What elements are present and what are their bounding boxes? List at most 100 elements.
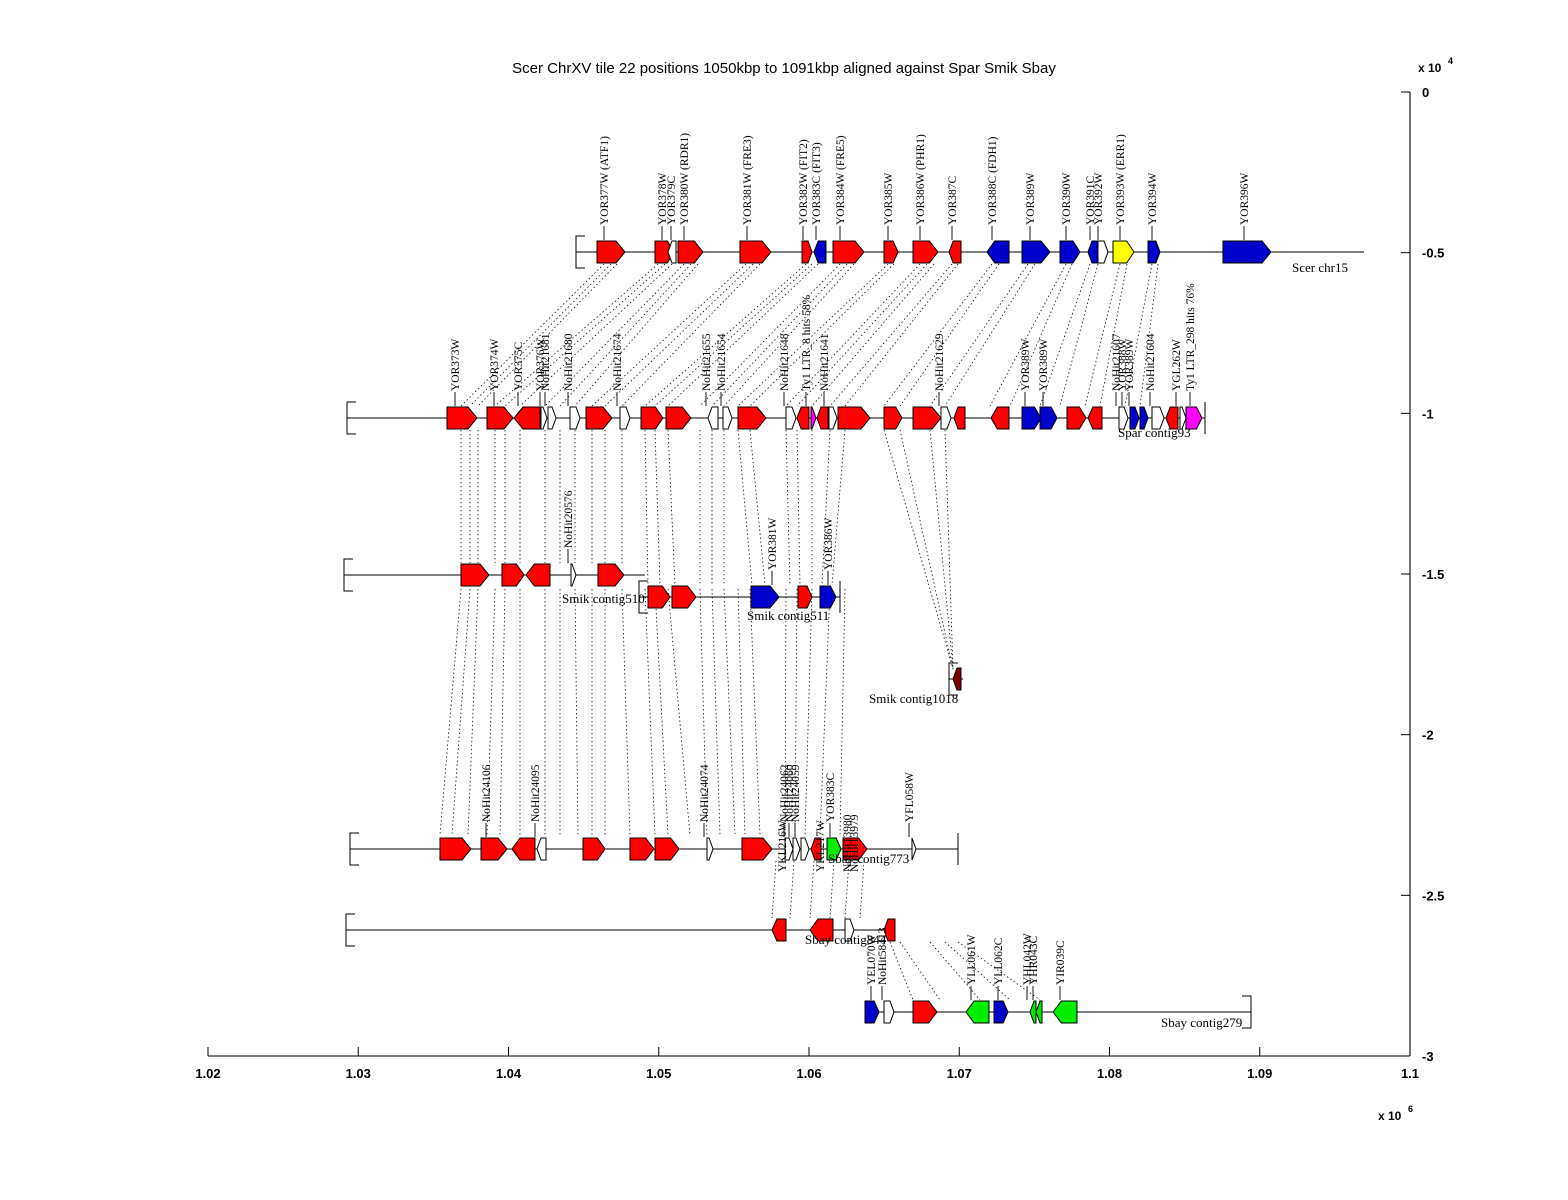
track-bracket-left [948, 662, 958, 696]
connector-line [883, 429, 954, 670]
gene-arrow[interactable] [570, 563, 577, 587]
gene-arrow[interactable] [460, 563, 490, 587]
gene-arrow[interactable] [796, 406, 810, 430]
gene-arrow[interactable] [1052, 1000, 1078, 1024]
gene-arrow[interactable] [1039, 406, 1058, 430]
gene-arrow[interactable] [582, 837, 606, 861]
gene-arrow[interactable] [707, 406, 719, 430]
gene-arrow[interactable] [785, 406, 797, 430]
gene-arrow[interactable] [1021, 406, 1042, 430]
gene-arrow[interactable] [953, 406, 966, 430]
gene-arrow[interactable] [1035, 1000, 1043, 1024]
gene-arrow[interactable] [1147, 240, 1161, 264]
gene-arrow[interactable] [912, 1000, 938, 1024]
gene-arrow[interactable] [665, 406, 692, 430]
gene-arrow[interactable] [828, 406, 838, 430]
gene-arrow[interactable] [819, 585, 837, 609]
gene-arrow[interactable] [722, 406, 733, 430]
gene-arrow[interactable] [667, 240, 677, 264]
gene-arrow[interactable] [842, 837, 868, 861]
gene-arrow[interactable] [739, 240, 772, 264]
gene-arrow[interactable] [990, 406, 1010, 430]
gene-arrow[interactable] [1151, 406, 1165, 430]
gene-arrow[interactable] [536, 837, 547, 861]
gene-arrow[interactable] [1059, 240, 1081, 264]
y-tick-label: -2.5 [1422, 888, 1444, 903]
gene-arrow[interactable] [883, 918, 896, 942]
gene-arrow[interactable] [671, 585, 697, 609]
gene-arrow[interactable] [883, 1000, 895, 1024]
gene-arrow[interactable] [1129, 406, 1140, 430]
gene-arrow[interactable] [948, 240, 962, 264]
gene-arrow[interactable] [569, 406, 581, 430]
gene-arrow[interactable] [486, 406, 514, 430]
gene-arrow[interactable] [837, 406, 871, 430]
gene-arrow[interactable] [911, 837, 917, 861]
gene-arrow[interactable] [596, 240, 626, 264]
gene-arrow[interactable] [1112, 240, 1135, 264]
gene-arrow[interactable] [737, 406, 767, 430]
gene-arrow[interactable] [810, 406, 817, 430]
gene-arrow[interactable] [800, 837, 810, 861]
gene-arrow[interactable] [511, 837, 536, 861]
gene-arrow[interactable] [1097, 240, 1109, 264]
gene-arrow[interactable] [480, 837, 508, 861]
gene-arrow[interactable] [826, 837, 842, 861]
gene-arrow[interactable] [585, 406, 613, 430]
gene-label: NoHit21604 [1145, 333, 1157, 391]
gene-arrow[interactable] [1185, 406, 1203, 430]
gene-arrow[interactable] [1165, 406, 1179, 430]
gene-arrow[interactable] [1139, 406, 1149, 430]
gene-arrow[interactable] [1087, 406, 1103, 430]
gene-arrow[interactable] [1179, 406, 1187, 430]
gene-arrow[interactable] [912, 406, 942, 430]
gene-arrow[interactable] [844, 918, 855, 942]
gene-arrow[interactable] [1066, 406, 1087, 430]
gene-arrow[interactable] [816, 406, 829, 430]
gene-arrow[interactable] [832, 240, 865, 264]
gene-arrow[interactable] [750, 585, 780, 609]
gene-arrow[interactable] [513, 406, 541, 430]
gene-arrow[interactable] [547, 406, 557, 430]
gene-arrow[interactable] [654, 837, 680, 861]
gene-arrow[interactable] [883, 406, 903, 430]
gene-arrow[interactable] [801, 240, 813, 264]
gene-arrow[interactable] [864, 1000, 880, 1024]
gene-arrow[interactable] [810, 837, 822, 861]
connector-line [469, 263, 612, 407]
gene-arrow[interactable] [809, 918, 834, 942]
gene-arrow[interactable] [597, 563, 625, 587]
gene-arrow[interactable] [1087, 240, 1100, 264]
gene-arrow[interactable] [501, 563, 525, 587]
gene-arrow[interactable] [629, 837, 655, 861]
gene-arrow[interactable] [540, 406, 548, 430]
gene-arrow[interactable] [993, 1000, 1009, 1024]
gene-arrow[interactable] [525, 563, 551, 587]
gene-arrow[interactable] [446, 406, 478, 430]
gene-arrow[interactable] [792, 837, 801, 861]
gene-arrow[interactable] [706, 837, 714, 861]
gene-arrow[interactable] [813, 240, 827, 264]
gene-arrow[interactable] [647, 585, 671, 609]
connector-line [821, 429, 831, 586]
gene-arrow[interactable] [771, 918, 787, 942]
gene-arrow[interactable] [912, 240, 939, 264]
gene-arrow[interactable] [1118, 406, 1129, 430]
gene-arrow[interactable] [640, 406, 664, 430]
gene-arrow[interactable] [1021, 240, 1051, 264]
gene-arrow[interactable] [986, 240, 1010, 264]
gene-arrow[interactable] [439, 837, 472, 861]
gene-arrow[interactable] [952, 667, 962, 691]
gene-arrow[interactable] [965, 1000, 990, 1024]
gene-arrow[interactable] [1222, 240, 1272, 264]
gene-arrow[interactable] [883, 240, 899, 264]
gene-arrow[interactable] [940, 406, 952, 430]
gene-arrow[interactable] [677, 240, 704, 264]
gene-arrow[interactable] [797, 585, 813, 609]
gene-arrow[interactable] [784, 837, 794, 861]
gene-label: NoHit21654 [716, 333, 728, 391]
gene-arrow[interactable] [741, 837, 773, 861]
gene-arrow[interactable] [1029, 1000, 1037, 1024]
connector-line [591, 263, 747, 407]
gene-arrow[interactable] [619, 406, 631, 430]
